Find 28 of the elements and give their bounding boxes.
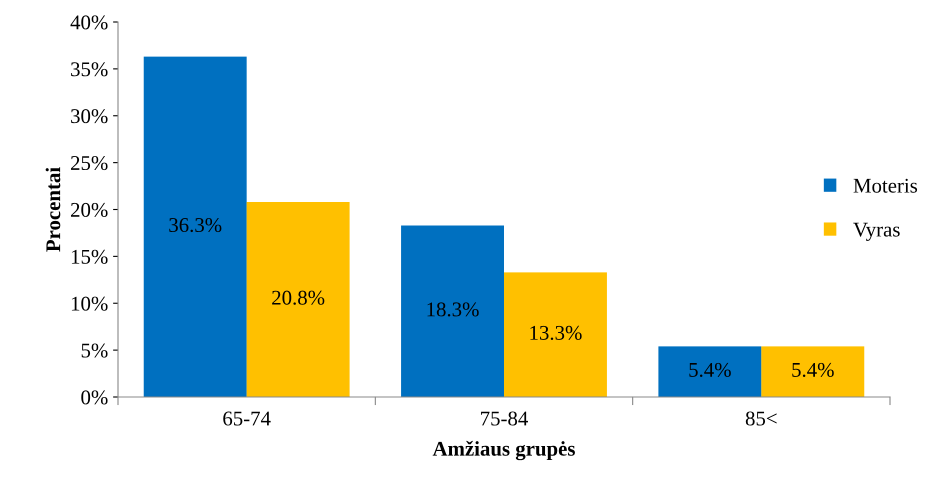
x-axis-title: Amžiaus grupės [432,440,575,460]
y-tick-label: 5% [82,344,108,358]
data-label: 5.4% [689,362,731,377]
x-tick-label: 65-74 [223,412,271,426]
bar [246,202,350,397]
x-tick-label: 85< [746,411,777,426]
y-tick-label: 40% [70,15,108,30]
y-tick-label: 25% [71,156,108,170]
y-tick-label: 0% [81,390,108,404]
data-label: 18.3% [427,302,479,317]
y-tick-label: 20% [71,202,108,217]
y-tick-label: 35% [71,62,108,76]
legend-label: Moteris [854,178,918,193]
y-tick-label: 15% [72,250,108,264]
bar [144,56,247,397]
bar [761,346,864,397]
y-tick-label: 30% [71,109,108,124]
data-label: 20.8% [272,290,324,305]
y-axis-title: Procentai [46,167,60,252]
y-tick-label: 10% [72,296,108,311]
data-label: 13.3% [530,326,582,340]
data-label: 36.3% [169,218,222,232]
bar [504,272,607,397]
bar [401,225,504,397]
bar [658,346,762,397]
data-label: 5.4% [792,362,834,377]
x-tick-label: 75-84 [481,411,528,426]
legend-label: Vyras [853,222,900,241]
